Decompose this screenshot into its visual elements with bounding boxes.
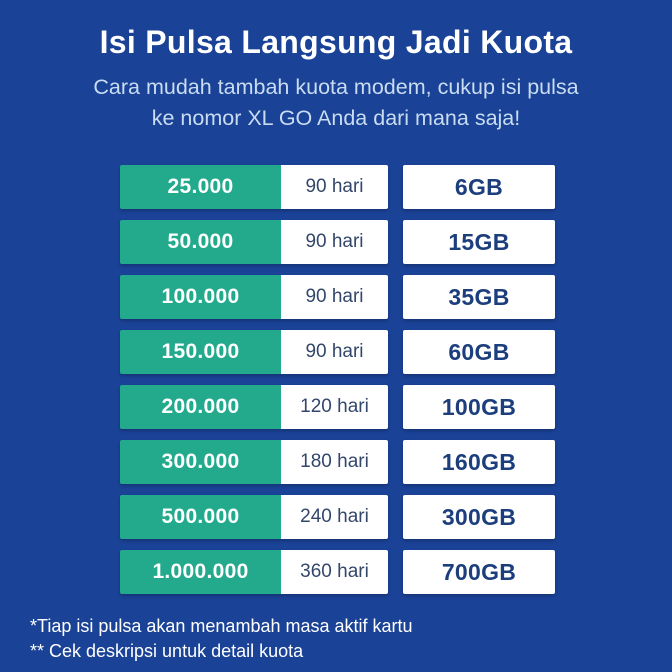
quota-amount: 15GB xyxy=(403,220,555,264)
table-row: 300.000 180 hari 160GB xyxy=(120,440,555,484)
pulsa-validity-pill: 150.000 90 hari xyxy=(120,330,388,374)
quota-amount: 700GB xyxy=(403,550,555,594)
page-title: Isi Pulsa Langsung Jadi Kuota xyxy=(99,24,573,60)
quota-amount: 35GB xyxy=(403,275,555,319)
footnote-active-period: *Tiap isi pulsa akan menambah masa aktif… xyxy=(30,616,413,637)
pulsa-validity-pill: 25.000 90 hari xyxy=(120,165,388,209)
table-row: 500.000 240 hari 300GB xyxy=(120,495,555,539)
table-row: 50.000 90 hari 15GB xyxy=(120,220,555,264)
subtitle-line-2: ke nomor XL GO Anda dari mana saja! xyxy=(151,105,521,130)
pulsa-validity-pill: 500.000 240 hari xyxy=(120,495,388,539)
pulsa-validity-pill: 1.000.000 360 hari xyxy=(120,550,388,594)
validity-days: 90 hari xyxy=(281,165,388,209)
subtitle-line-1: Cara mudah tambah kuota modem, cukup isi… xyxy=(93,75,579,99)
table-row: 25.000 90 hari 6GB xyxy=(120,165,555,209)
pulsa-validity-pill: 300.000 180 hari xyxy=(120,440,388,484)
quota-amount: 160GB xyxy=(403,440,555,484)
pulsa-amount: 500.000 xyxy=(120,495,281,539)
quota-amount: 60GB xyxy=(403,330,555,374)
pulsa-amount: 150.000 xyxy=(120,330,281,374)
pulsa-validity-pill: 100.000 90 hari xyxy=(120,275,388,319)
validity-days: 120 hari xyxy=(281,385,388,429)
quota-amount: 300GB xyxy=(403,495,555,539)
pulsa-validity-pill: 200.000 120 hari xyxy=(120,385,388,429)
pulsa-amount: 25.000 xyxy=(120,165,281,209)
pulsa-validity-pill: 50.000 90 hari xyxy=(120,220,388,264)
pulsa-amount: 50.000 xyxy=(120,220,281,264)
validity-days: 90 hari xyxy=(281,275,388,319)
pulsa-amount: 100.000 xyxy=(120,275,281,319)
subtitle: Cara mudah tambah kuota modem, cukup isi… xyxy=(0,72,672,133)
table-row: 1.000.000 360 hari 700GB xyxy=(120,550,555,594)
pulsa-amount: 300.000 xyxy=(120,440,281,484)
footnote-quota-detail: ** Cek deskripsi untuk detail kuota xyxy=(30,641,304,662)
footnotes: *Tiap isi pulsa akan menambah masa aktif… xyxy=(30,614,413,664)
pulsa-amount: 200.000 xyxy=(120,385,281,429)
quota-amount: 6GB xyxy=(403,165,555,209)
validity-days: 360 hari xyxy=(281,550,388,594)
pulsa-amount: 1.000.000 xyxy=(120,550,281,594)
table-row: 100.000 90 hari 35GB xyxy=(120,275,555,319)
validity-days: 180 hari xyxy=(281,440,388,484)
validity-days: 90 hari xyxy=(281,220,388,264)
validity-days: 240 hari xyxy=(281,495,388,539)
table-row: 200.000 120 hari 100GB xyxy=(120,385,555,429)
pricing-table: 25.000 90 hari 6GB 50.000 90 hari 15GB 100.000… xyxy=(120,165,555,605)
table-row: 150.000 90 hari 60GB xyxy=(120,330,555,374)
quota-amount: 100GB xyxy=(403,385,555,429)
validity-days: 90 hari xyxy=(281,330,388,374)
